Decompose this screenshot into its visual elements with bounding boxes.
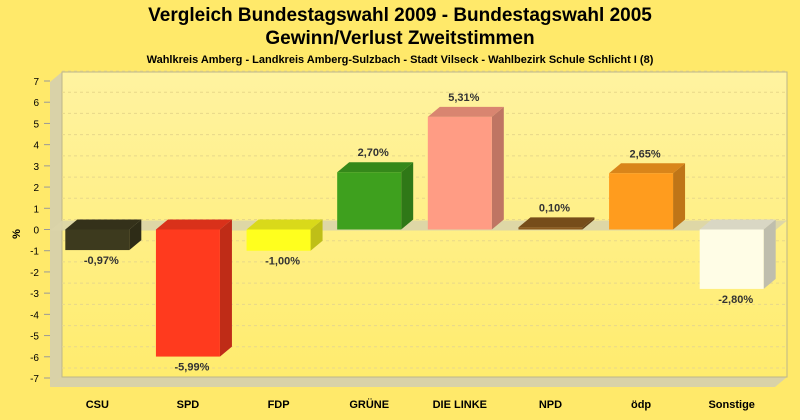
bar-npd <box>518 217 595 230</box>
data-label: -0,97% <box>84 255 119 267</box>
plot-floor <box>50 377 787 387</box>
bar-side <box>673 163 686 230</box>
bar-side <box>129 219 142 251</box>
y-tick-label: -1 <box>30 247 39 258</box>
y-tick-label: 4 <box>33 141 39 152</box>
bar-front <box>246 229 311 251</box>
bar-side <box>401 162 414 230</box>
data-label: 2,70% <box>358 147 389 159</box>
bar-front <box>699 229 764 289</box>
y-tick-label: 3 <box>33 162 39 173</box>
data-label: 5,31% <box>448 92 479 104</box>
category-label: DIE LINKE <box>433 399 487 411</box>
category-label: SPD <box>177 399 200 411</box>
bar-top <box>427 106 504 117</box>
data-label: -1,00% <box>265 256 300 268</box>
bar-side <box>310 219 323 251</box>
bar-csu <box>65 219 142 251</box>
data-label: -5,99% <box>175 362 210 374</box>
data-label: -2,80% <box>718 294 753 306</box>
y-tick-label: 6 <box>33 98 39 109</box>
bar-side <box>219 219 232 357</box>
chart-subtitle: Wahlkreis Amberg - Landkreis Amberg-Sulz… <box>146 54 654 66</box>
bar-sonstige <box>699 219 776 289</box>
y-tick-label: -4 <box>30 310 39 321</box>
y-tick-label: 1 <box>33 204 39 215</box>
chart-title-line2: Gewinn/Verlust Zweitstimmen <box>265 28 535 49</box>
bar-top <box>518 217 595 228</box>
bar-side <box>763 219 776 289</box>
y-tick-label: -3 <box>30 289 39 300</box>
category-label: GRÜNE <box>349 398 389 411</box>
category-label: CSU <box>86 399 109 411</box>
bar-top <box>609 163 686 174</box>
category-label: ödp <box>631 399 651 411</box>
y-tick-label: -2 <box>30 268 39 279</box>
bar-front <box>427 116 492 230</box>
y-axis: 7 6 5 4 3 2 1 0 -1 -2 -3 -4 -5 -6 -7 <box>30 77 50 385</box>
y-tick-label: 5 <box>33 119 39 130</box>
x-axis: CSU SPD FDP GRÜNE DIE LINKE NPD ödp Sonstige <box>86 398 755 411</box>
bar-spd <box>155 219 232 357</box>
y-tick-label: 7 <box>33 77 39 88</box>
bar-ödp <box>609 163 686 230</box>
bar-die-linke <box>427 106 504 230</box>
bar-front <box>518 227 583 230</box>
bar-top <box>699 219 776 230</box>
category-label: FDP <box>268 399 290 411</box>
bar-top <box>65 219 142 230</box>
bar-front <box>155 229 220 357</box>
bar-front <box>65 229 130 251</box>
y-tick-label: 0 <box>33 226 39 237</box>
y-tick-label: -6 <box>30 353 39 364</box>
chart-title: Vergleich Bundestagswahl 2009 - Bundesta… <box>0 4 800 50</box>
y-axis-label: % <box>11 229 23 239</box>
bars <box>65 106 776 357</box>
y-tick-label: 2 <box>33 183 39 194</box>
bar-side <box>491 106 504 230</box>
data-labels: -0,97% -5,99% -1,00% 2,70% 5,31% 0,10% 2,65% -2… <box>84 92 753 374</box>
y-tick-label: -7 <box>30 374 39 385</box>
data-label: 0,10% <box>539 202 570 214</box>
zero-plane <box>50 220 787 231</box>
chart-title-line1: Vergleich Bundestagswahl 2009 - Bundesta… <box>148 5 652 26</box>
bar-front <box>337 172 402 230</box>
bar-top <box>246 219 323 230</box>
bar-grüne <box>337 162 414 230</box>
data-label: 2,65% <box>629 148 660 160</box>
category-label: Sonstige <box>708 399 754 411</box>
bar-top <box>337 162 414 173</box>
bar-fdp <box>246 219 323 251</box>
bar-top <box>155 219 232 230</box>
bar-side <box>582 217 595 230</box>
bar-front <box>609 173 674 230</box>
category-label: NPD <box>539 399 562 411</box>
y-tick-label: -5 <box>30 332 39 343</box>
